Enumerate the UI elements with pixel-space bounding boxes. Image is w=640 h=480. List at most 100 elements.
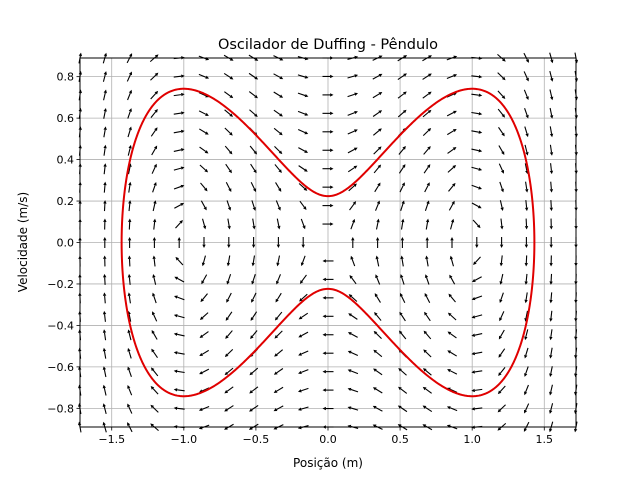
vector-arrow	[150, 72, 159, 81]
vector-arrow	[102, 273, 107, 285]
vector-arrow	[299, 274, 307, 284]
vector-arrow	[249, 386, 259, 394]
vector-arrow	[497, 422, 507, 431]
vector-arrow	[173, 148, 185, 152]
vector-arrow	[273, 405, 284, 412]
vector-arrow	[375, 255, 380, 267]
vector-arrow	[248, 72, 259, 80]
x-tick-label: 0.0	[319, 433, 337, 446]
vector-arrow	[347, 92, 359, 98]
vector-arrow	[226, 292, 232, 303]
vector-arrow	[499, 181, 504, 193]
vector-arrow	[297, 110, 309, 116]
vector-arrow	[103, 144, 107, 156]
vector-arrow	[224, 348, 234, 358]
vector-arrow	[448, 182, 456, 192]
vector-arrow	[373, 146, 382, 155]
vector-arrow	[471, 111, 483, 116]
vector-arrow	[200, 200, 207, 211]
vector-arrow	[173, 332, 185, 337]
vector-arrow	[173, 166, 185, 171]
vector-arrow	[103, 163, 107, 175]
vector-arrow	[199, 164, 209, 173]
vector-arrow	[298, 350, 309, 356]
vector-arrow	[152, 274, 157, 285]
vector-arrow	[127, 329, 132, 341]
vector-arrow	[471, 276, 482, 283]
vector-arrow	[374, 182, 381, 193]
vector-arrow	[422, 368, 432, 376]
vector-arrow	[127, 384, 133, 396]
vector-arrow	[549, 403, 554, 414]
vector-arrow	[174, 202, 185, 209]
vector-arrow	[274, 146, 283, 155]
vector-arrow	[276, 255, 281, 267]
vector-arrow	[398, 386, 408, 394]
vector-arrow	[250, 330, 258, 340]
vector-arrow	[103, 218, 107, 230]
vector-arrow	[128, 200, 132, 212]
vector-arrow	[523, 89, 529, 101]
vector-arrow	[251, 274, 256, 285]
vector-arrow	[102, 421, 107, 433]
trajectory-curves	[120, 87, 536, 398]
vector-arrow	[448, 200, 455, 211]
x-axis-label: Posição (m)	[293, 456, 363, 470]
y-tick-label: −0.2	[47, 278, 74, 291]
vector-arrow	[424, 200, 430, 211]
vector-arrow	[447, 369, 458, 375]
vector-arrow	[498, 367, 506, 376]
vector-arrow	[400, 200, 405, 211]
vector-arrow	[398, 164, 406, 174]
vector-arrow	[499, 273, 504, 285]
vector-arrow	[224, 127, 233, 136]
vector-arrow	[399, 311, 406, 322]
vector-arrow	[523, 403, 530, 414]
vector-arrow	[274, 330, 283, 339]
vector-arrow	[423, 164, 431, 174]
y-tick-label: 0.0	[57, 237, 75, 250]
vector-arrow	[347, 165, 358, 173]
vector-arrow	[497, 90, 506, 99]
vector-arrow	[350, 218, 356, 230]
vector-arrow	[422, 91, 432, 99]
vector-arrow	[226, 255, 231, 267]
vector-arrow	[152, 255, 156, 267]
vector-arrow	[198, 405, 210, 411]
vector-arrow	[498, 163, 505, 174]
vector-arrow	[225, 163, 232, 174]
vector-arrow	[152, 181, 157, 193]
vector-arrow	[372, 110, 383, 117]
vector-arrow	[372, 387, 383, 394]
vector-arrow	[471, 202, 482, 209]
vector-arrow	[375, 274, 381, 285]
vector-arrow	[499, 237, 504, 248]
vector-arrow	[150, 423, 159, 432]
vector-arrow	[103, 200, 107, 212]
vector-arrow	[523, 71, 529, 82]
vector-arrow	[199, 312, 209, 320]
vector-arrow	[422, 405, 433, 413]
x-tick-label: −1.5	[98, 433, 125, 446]
y-tick-label: −0.6	[47, 361, 74, 374]
vector-arrow	[523, 52, 529, 63]
vector-arrow	[347, 332, 358, 338]
vector-arrow	[347, 350, 359, 356]
vector-arrow	[126, 71, 133, 82]
vector-arrow	[549, 181, 554, 193]
vector-arrow	[200, 182, 208, 192]
vector-arrow	[374, 312, 382, 321]
vector-arrow	[297, 387, 309, 393]
vector-arrow	[275, 292, 282, 303]
vector-arrow	[103, 107, 107, 119]
vector-arrow	[347, 129, 358, 135]
vector-arrow	[525, 181, 529, 193]
vector-arrow	[225, 311, 233, 321]
vector-arrow	[128, 218, 132, 230]
vector-arrow	[372, 92, 383, 99]
vector-arrow	[173, 351, 185, 355]
vector-arrow	[174, 295, 185, 301]
vector-arrow	[322, 203, 334, 208]
vector-arrow	[127, 422, 133, 433]
vector-arrow	[249, 145, 258, 155]
